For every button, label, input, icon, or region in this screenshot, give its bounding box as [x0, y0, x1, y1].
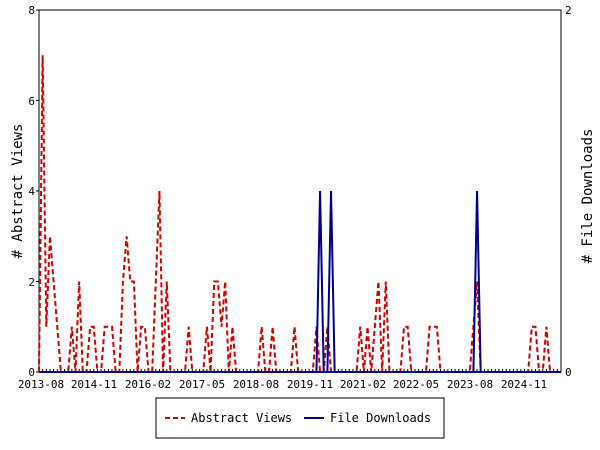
legend: Abstract Views File Downloads: [155, 397, 445, 439]
y-left-tick-label: 6: [28, 95, 35, 108]
legend-label-file-downloads: File Downloads: [330, 411, 431, 425]
x-tick-label: 2023-08: [447, 378, 493, 391]
y-right-tick-labels: 0 2: [565, 4, 572, 379]
y-right-tick-label: 2: [565, 4, 572, 17]
y-left-tick-labels: 0 2 4 6 8: [28, 4, 35, 379]
x-tick-label: 2021-02: [340, 378, 386, 391]
legend-label-abstract-views: Abstract Views: [191, 411, 292, 425]
x-tick-label: 2017-05: [179, 378, 225, 391]
y-left-tick-label: 2: [28, 276, 35, 289]
x-tick-label: 2019-11: [287, 378, 333, 391]
y-right-tick-label: 0: [565, 366, 572, 379]
x-tick-labels: 2013-08 2014-11 2016-02 2017-05 2018-08 …: [18, 378, 547, 391]
x-tick-label: 2022-05: [393, 378, 439, 391]
y-axis-left-title: # Abstract Views: [10, 124, 26, 259]
x-tick-label: 2013-08: [18, 378, 64, 391]
legend-box: [155, 397, 445, 439]
x-tick-label: 2018-08: [233, 378, 279, 391]
series-layer: [38, 55, 561, 373]
plot-area: [38, 9, 562, 373]
x-tick-label: 2014-11: [71, 378, 117, 391]
y-left-tick-label: 8: [28, 4, 35, 17]
y-axis-right-title: # File Downloads: [580, 129, 596, 264]
y-left-tick-label: 4: [28, 185, 35, 198]
series-line-file-downloads: [315, 190, 482, 373]
x-tick-label: 2024-11: [501, 378, 547, 391]
x-tick-label: 2016-02: [125, 378, 171, 391]
y-left-tick-label: 0: [28, 366, 35, 379]
